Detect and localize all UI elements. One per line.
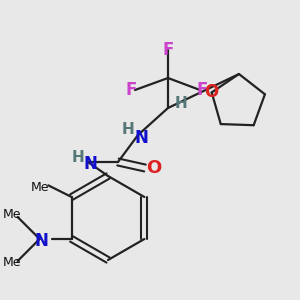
Text: N: N [35, 232, 49, 250]
Text: N: N [134, 129, 148, 147]
Text: Me: Me [2, 256, 21, 269]
Text: Me: Me [31, 181, 50, 194]
Text: H: H [72, 149, 84, 164]
Text: H: H [122, 122, 134, 137]
Text: N: N [83, 155, 97, 173]
Text: O: O [205, 83, 219, 101]
Text: F: F [125, 81, 137, 99]
Text: H: H [175, 97, 188, 112]
Text: F: F [162, 41, 174, 59]
Text: Me: Me [2, 208, 21, 221]
Text: F: F [196, 81, 208, 99]
Text: O: O [146, 159, 162, 177]
